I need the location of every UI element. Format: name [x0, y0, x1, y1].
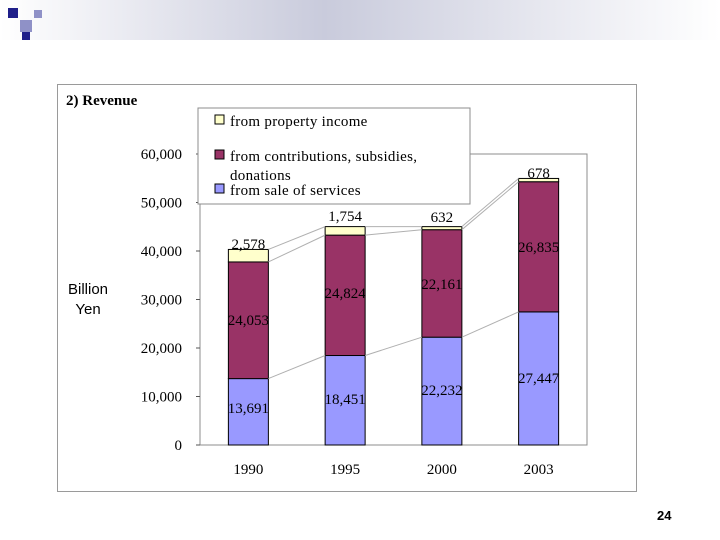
legend-swatch [214, 114, 225, 125]
data-label: 1,754 [328, 209, 362, 225]
header-decoration-bar [0, 0, 720, 40]
bar-segment [227, 378, 269, 446]
bar-segment [421, 226, 463, 231]
bar-segment [324, 226, 366, 236]
series-line [268, 355, 326, 380]
data-label: 632 [431, 210, 454, 226]
bar-segment [324, 234, 366, 357]
y-axis-label: Billion Yen [58, 280, 118, 320]
data-label: 18,451 [325, 392, 366, 408]
series-line [364, 336, 423, 356]
legend-label: from sale of services [230, 183, 361, 199]
data-label: 24,053 [228, 313, 269, 329]
data-label: 27,447 [518, 371, 560, 387]
data-label: 24,824 [325, 286, 367, 302]
bar-segment [518, 177, 560, 183]
x-tick-label: 1995 [330, 462, 360, 478]
y-tick-label: 0 [175, 438, 183, 454]
y-tick-label: 20,000 [141, 341, 182, 357]
data-label: 22,232 [421, 383, 462, 399]
y-axis-label-line: Billion [67, 281, 109, 298]
bar-segment [518, 181, 560, 313]
y-tick-label: 10,000 [141, 390, 182, 406]
legend-label: donations [230, 168, 291, 184]
y-tick-label: 60,000 [141, 147, 182, 163]
decoration-square [20, 20, 32, 32]
series-line [268, 234, 326, 263]
data-label: 13,691 [228, 401, 269, 417]
y-tick-label: 30,000 [141, 293, 182, 309]
legend-swatch [214, 183, 225, 194]
bar-segment [227, 248, 269, 263]
series-line [461, 181, 519, 231]
page-number: 24 [657, 508, 672, 523]
y-tick-label: 50,000 [141, 196, 182, 212]
series-line [268, 226, 326, 250]
chart-title: 2) Revenue [66, 93, 138, 109]
y-tick-label: 40,000 [141, 244, 182, 260]
data-label: 26,835 [518, 240, 559, 256]
legend-label: from contributions, subsidies, [230, 149, 417, 165]
decoration-square [8, 8, 18, 18]
decoration-square [34, 10, 42, 18]
series-line [461, 311, 519, 338]
legend-box [197, 107, 471, 205]
data-label: 2,578 [232, 237, 266, 253]
x-tick-label: 2003 [524, 462, 554, 478]
x-tick-label: 2000 [427, 462, 457, 478]
bar-segment [227, 261, 269, 380]
bar-segment [421, 229, 463, 338]
decoration-square [22, 32, 30, 40]
data-label: 678 [527, 166, 550, 182]
legend-swatch [214, 149, 225, 160]
series-line [365, 229, 422, 236]
legend-label: from property income [230, 114, 368, 130]
data-label: 22,161 [421, 277, 462, 293]
series-line [461, 178, 519, 228]
bar-segment [421, 336, 463, 446]
y-axis-label-line: Yen [75, 301, 101, 318]
x-tick-label: 1990 [233, 462, 263, 478]
